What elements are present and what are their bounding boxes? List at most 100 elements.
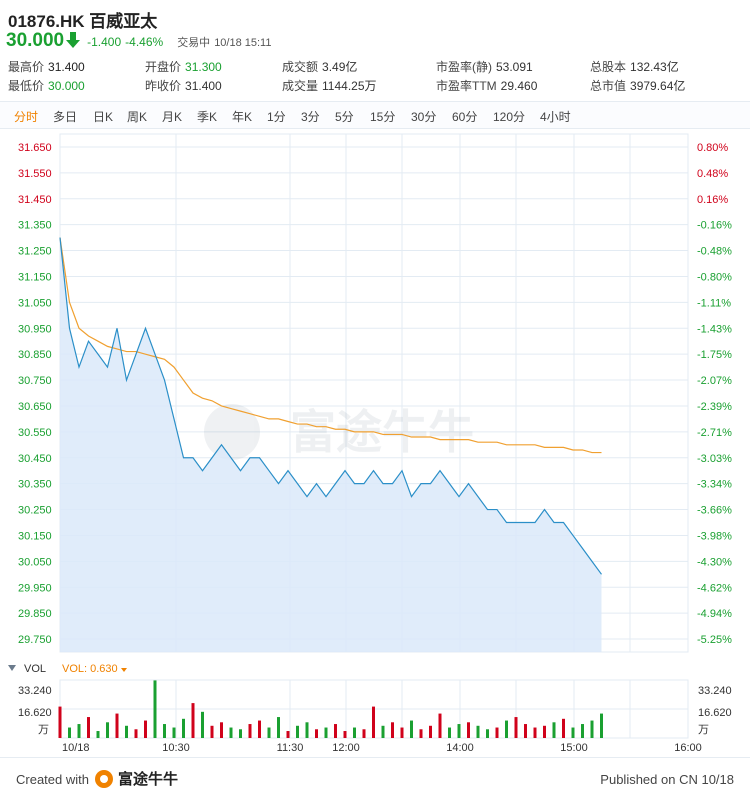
volume-bar xyxy=(115,713,119,738)
y-tick-right: -5.25% xyxy=(697,634,732,646)
y-tick-right: -4.94% xyxy=(697,608,732,620)
y-tick-left: 31.350 xyxy=(18,220,52,232)
y-tick-left: 31.150 xyxy=(18,271,52,283)
tab-week-k[interactable]: 周K xyxy=(127,110,148,124)
y-tick-right: -1.75% xyxy=(697,349,732,361)
price-line xyxy=(59,237,602,575)
period-tabs: 分时 多日 日K 周K 月K 季K 年K 1分 3分 5分 15分 30分 60… xyxy=(0,101,750,129)
y-tick-left: 30.650 xyxy=(18,401,52,413)
tab-60min[interactable]: 60分 xyxy=(452,110,478,124)
indicator-dropdown-icon[interactable] xyxy=(121,668,127,672)
volume-bar xyxy=(438,713,442,738)
y-tick-left: 30.150 xyxy=(18,530,52,542)
collapse-icon[interactable] xyxy=(8,665,16,671)
tab-multi-day[interactable]: 多日 xyxy=(53,110,78,124)
volume-bar xyxy=(277,717,280,738)
volume-bar xyxy=(229,727,233,738)
volume-bar xyxy=(163,724,166,738)
vol-indicator: VOL: 0.630 xyxy=(62,663,118,675)
y-axis-right: 0.80% 0.48% 0.16% -0.16% -0.48% -0.80% -1.11% -… xyxy=(697,142,732,646)
stat-open: 开盘价 31.300 xyxy=(145,60,222,74)
y-tick-left: 29.850 xyxy=(18,608,52,620)
tab-15min[interactable]: 15分 xyxy=(370,110,396,124)
volume-bar xyxy=(600,713,603,738)
volume-bar xyxy=(514,717,518,738)
volume-bar xyxy=(562,718,565,738)
volume-bar xyxy=(106,722,109,738)
intraday-chart[interactable]: 富途牛牛 31.650 31.550 31.450 31.350 31.250 31.15… xyxy=(0,130,750,757)
stat-pe-ttm: 市盈率TTM 29.460 xyxy=(436,79,538,93)
footer: Created with 富途牛牛 Published on CN 10/18 xyxy=(0,757,750,800)
stat-high: 最高价 31.400 xyxy=(8,60,85,74)
volume-bar xyxy=(429,725,432,738)
watermark: 富途牛牛 xyxy=(204,404,474,460)
tab-intraday[interactable]: 分时 xyxy=(14,110,39,124)
volume-bar xyxy=(353,727,356,738)
stat-prev-close: 昨收价 31.400 xyxy=(145,79,222,93)
y-tick-left: 29.950 xyxy=(18,582,52,594)
volume-bar xyxy=(419,729,423,738)
tab-year-k[interactable]: 年K xyxy=(232,110,253,124)
volume-bar xyxy=(571,727,575,738)
stat-turnover: 成交额 3.49亿 xyxy=(282,60,358,74)
volume-bar xyxy=(343,731,347,738)
vol-label: VOL xyxy=(24,663,46,675)
volume-bar xyxy=(391,722,394,738)
trading-status: 交易中 xyxy=(177,37,211,49)
tab-quarter-k[interactable]: 季K xyxy=(197,110,218,124)
volume-bar xyxy=(153,680,157,738)
y-tick-right: -0.80% xyxy=(697,271,732,283)
y-tick-left: 30.050 xyxy=(18,556,52,568)
volume-bars xyxy=(58,680,603,738)
x-tick-label: 16:00 xyxy=(674,742,702,754)
volume-bar xyxy=(533,727,537,738)
brand: 富途牛牛 xyxy=(94,768,178,789)
volume-bar xyxy=(400,727,404,738)
volume-bar xyxy=(305,722,309,738)
y-tick-left: 30.550 xyxy=(18,427,52,439)
x-tick-label: 10:30 xyxy=(162,742,190,754)
stat-low: 最低价 30.000 xyxy=(8,79,85,93)
volume-bar xyxy=(315,729,318,738)
volume-bar xyxy=(296,725,299,738)
volume-bar xyxy=(476,725,480,738)
volume-bar xyxy=(267,727,271,738)
volume-bar xyxy=(552,722,556,738)
volume-bar xyxy=(457,724,461,738)
volume-bar xyxy=(125,725,128,738)
volume-bar xyxy=(144,720,147,738)
y-tick-right: -4.30% xyxy=(697,556,732,568)
brand-name: 富途牛牛 xyxy=(118,771,179,788)
volume-bar xyxy=(505,720,508,738)
volume-bar xyxy=(590,720,594,738)
vol-unit-right: 万 xyxy=(698,724,709,736)
tab-30min[interactable]: 30分 xyxy=(411,110,437,124)
tab-day-k[interactable]: 日K xyxy=(93,110,114,124)
y-tick-left: 31.050 xyxy=(18,297,52,309)
y-tick-left: 31.550 xyxy=(18,168,52,180)
created-with-text: Created with xyxy=(16,772,89,787)
y-tick-right: -3.98% xyxy=(697,530,732,542)
tab-1min[interactable]: 1分 xyxy=(267,110,286,124)
volume-bar xyxy=(58,706,62,738)
y-tick-right: -0.16% xyxy=(697,220,732,232)
volume-bar xyxy=(239,729,242,738)
published-text: Published on CN 10/18 xyxy=(600,772,734,787)
tab-120min[interactable]: 120分 xyxy=(493,110,526,124)
y-tick-left: 31.250 xyxy=(18,246,52,258)
tab-month-k[interactable]: 月K xyxy=(162,110,183,124)
stat-pe-static: 市盈率(静) 53.091 xyxy=(436,60,533,74)
y-tick-left: 31.450 xyxy=(18,194,52,206)
tab-5min[interactable]: 5分 xyxy=(335,110,354,124)
stat-market-cap: 总市值 3979.64亿 xyxy=(590,79,686,93)
volume-header: VOL VOL: 0.630 xyxy=(8,663,127,675)
volume-bar xyxy=(381,725,385,738)
tab-4hour[interactable]: 4小时 xyxy=(540,110,571,124)
y-tick-right: -2.07% xyxy=(697,375,732,387)
volume-bar xyxy=(581,724,584,738)
volume-bar xyxy=(134,729,138,738)
futu-logo-icon xyxy=(95,769,113,788)
y-tick-right: -3.66% xyxy=(697,505,732,517)
volume-bar xyxy=(543,725,546,738)
tab-3min[interactable]: 3分 xyxy=(301,110,320,124)
